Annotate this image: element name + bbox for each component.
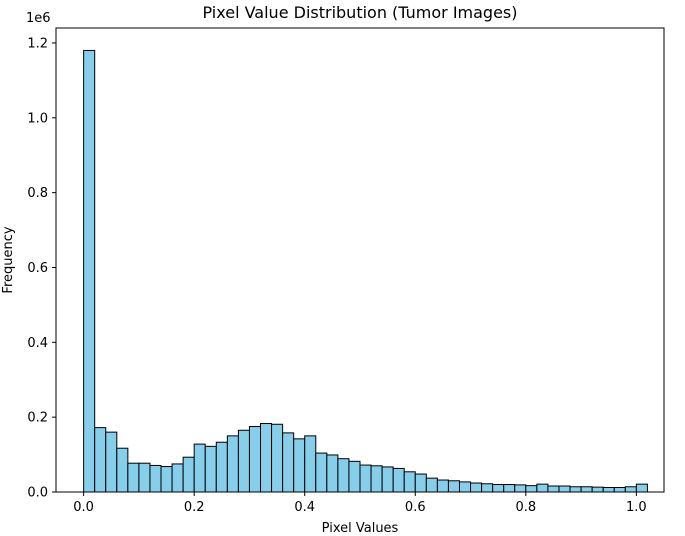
histogram-bar	[403, 471, 416, 493]
histogram-bar	[94, 427, 107, 493]
x-tick-label: 0.4	[294, 500, 315, 515]
histogram-bar	[536, 483, 549, 493]
histogram-bar	[171, 463, 184, 493]
histogram-bar	[237, 429, 250, 493]
histogram-bar	[392, 467, 405, 493]
y-offset-label: 1e6	[26, 11, 51, 26]
y-tick-label: 0.4	[27, 336, 48, 351]
histogram-bar	[613, 487, 626, 493]
histogram-bar	[348, 460, 361, 493]
histogram-bar	[105, 431, 118, 493]
y-tick-label: 1.2	[27, 36, 48, 51]
histogram-bar	[602, 487, 615, 493]
histogram-bar	[193, 443, 206, 493]
histogram-bar	[470, 482, 483, 493]
histogram-bar	[149, 464, 162, 493]
y-tick-label: 0.8	[27, 186, 48, 201]
histogram-bar	[492, 484, 505, 493]
histogram-bar	[304, 435, 317, 493]
x-tick-label: 0.6	[405, 500, 426, 515]
histogram-bar	[514, 484, 527, 493]
x-tick-label: 0.8	[515, 500, 536, 515]
x-tick-label: 0.0	[73, 500, 94, 515]
histogram-bar	[525, 485, 538, 493]
histogram-bar	[580, 486, 593, 493]
y-tick-label: 1.0	[27, 111, 48, 126]
y-tick-label: 0.2	[27, 411, 48, 426]
histogram-bar	[226, 435, 239, 493]
chart-title: Pixel Value Distribution (Tumor Images)	[203, 3, 518, 22]
histogram-bar	[127, 462, 140, 493]
histogram-bar	[248, 426, 262, 493]
histogram-bar	[635, 483, 648, 493]
histogram-bar	[569, 486, 582, 493]
x-tick-label: 1.0	[626, 500, 647, 515]
histogram-bar	[624, 486, 637, 493]
histogram-bar	[215, 441, 228, 493]
x-axis-title: Pixel Values	[322, 521, 399, 536]
histogram-bar	[326, 454, 339, 493]
y-tick-label: 0.6	[27, 261, 48, 276]
histogram-bar	[260, 423, 273, 493]
histogram-bar	[481, 483, 494, 493]
histogram-bar	[182, 456, 195, 493]
y-axis: 0.0 0.2 0.4 0.6 0.8 1.0 1.2	[27, 36, 56, 501]
histogram-bar	[116, 447, 129, 493]
histogram-bar	[425, 477, 438, 493]
histogram-bar	[83, 49, 96, 493]
histogram-bar	[282, 432, 295, 493]
histogram-bars	[83, 49, 648, 493]
histogram-bar	[436, 479, 449, 493]
histogram-bar	[359, 464, 372, 493]
histogram-bar	[271, 423, 284, 493]
histogram-bar	[381, 466, 394, 493]
histogram-bar	[337, 458, 350, 493]
histogram-bar	[370, 465, 383, 493]
histogram-bar	[138, 462, 151, 493]
histogram-bar	[458, 481, 472, 493]
x-tick-label: 0.2	[184, 500, 205, 515]
histogram-bar	[204, 445, 217, 493]
histogram-bar	[160, 466, 173, 493]
histogram-bar	[315, 452, 328, 493]
histogram-bar	[414, 473, 427, 493]
y-tick-label: 0.0	[27, 486, 48, 501]
histogram-bar	[293, 438, 306, 493]
histogram-bar	[447, 480, 460, 493]
histogram-bar	[547, 485, 560, 493]
histogram-bar	[591, 486, 604, 493]
plot-frame	[55, 27, 665, 493]
histogram-bar	[503, 484, 516, 493]
x-axis: 0.0 0.2 0.4 0.6 0.8 1.0	[73, 492, 647, 515]
histogram-bar	[558, 485, 571, 493]
y-axis-title: Frequency	[1, 226, 16, 293]
